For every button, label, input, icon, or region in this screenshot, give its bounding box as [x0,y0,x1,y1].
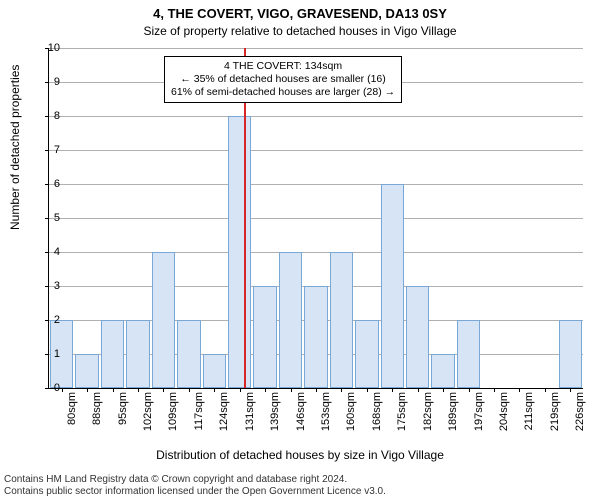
annotation-line-1: 4 THE COVERT: 134sqm [171,60,395,73]
grid-line [49,252,583,253]
plot-area: 80sqm88sqm95sqm102sqm109sqm117sqm124sqm1… [48,48,583,389]
x-tick-mark [443,388,444,392]
y-tick-label: 7 [40,144,60,156]
x-tick-label: 219sqm [549,392,561,452]
x-tick-mark [367,388,368,392]
y-tick-label: 0 [40,382,60,394]
x-tick-label: 175sqm [396,392,408,452]
y-tick-label: 10 [40,42,60,54]
bar [381,184,404,388]
x-tick-mark [494,388,495,392]
x-tick-mark [189,388,190,392]
bar [559,320,582,388]
x-tick-mark [62,388,63,392]
x-tick-mark [138,388,139,392]
x-tick-label: 88sqm [91,392,103,452]
annotation-line-2: ← 35% of detached houses are smaller (16… [171,73,395,86]
x-tick-label: 211sqm [523,392,535,452]
footer: Contains HM Land Registry data © Crown c… [4,474,386,498]
bar [279,252,302,388]
y-tick-label: 5 [40,212,60,224]
bar [101,320,124,388]
x-tick-mark [87,388,88,392]
x-tick-label: 226sqm [574,392,586,452]
x-tick-label: 109sqm [167,392,179,452]
x-tick-mark [418,388,419,392]
x-tick-label: 95sqm [117,392,129,452]
x-tick-mark [291,388,292,392]
bar [304,286,327,388]
x-tick-mark [469,388,470,392]
x-tick-mark [113,388,114,392]
x-tick-mark [392,388,393,392]
footer-line-1: Contains HM Land Registry data © Crown c… [4,474,386,486]
bar [457,320,480,388]
x-tick-label: 153sqm [320,392,332,452]
bar [253,286,276,388]
bar [406,286,429,388]
chart-container: 4, THE COVERT, VIGO, GRAVESEND, DA13 0SY… [0,0,600,500]
chart-title: 4, THE COVERT, VIGO, GRAVESEND, DA13 0SY [0,6,600,21]
bar [228,116,251,388]
bar [355,320,378,388]
x-tick-mark [519,388,520,392]
grid-line [49,150,583,151]
grid-line [49,48,583,49]
y-tick-label: 8 [40,110,60,122]
x-tick-mark [265,388,266,392]
footer-line-2: Contains public sector information licen… [4,486,386,498]
bar [75,354,98,388]
bar [203,354,226,388]
x-tick-label: 102sqm [142,392,154,452]
x-tick-mark [570,388,571,392]
y-tick-label: 2 [40,314,60,326]
bar [152,252,175,388]
grid-line [49,218,583,219]
x-tick-mark [163,388,164,392]
grid-line [49,184,583,185]
x-tick-label: 197sqm [473,392,485,452]
chart-subtitle: Size of property relative to detached ho… [0,24,600,38]
grid-line [49,116,583,117]
x-tick-mark [341,388,342,392]
x-tick-mark [214,388,215,392]
x-tick-mark [240,388,241,392]
y-axis-label: Number of detached properties [8,65,22,230]
y-tick-label: 3 [40,280,60,292]
x-tick-label: 189sqm [447,392,459,452]
bar [431,354,454,388]
x-tick-mark [545,388,546,392]
bar [126,320,149,388]
y-tick-label: 4 [40,246,60,258]
x-tick-label: 146sqm [295,392,307,452]
y-tick-label: 6 [40,178,60,190]
y-tick-label: 9 [40,76,60,88]
x-tick-label: 182sqm [422,392,434,452]
x-tick-label: 168sqm [371,392,383,452]
annotation-box: 4 THE COVERT: 134sqm ← 35% of detached h… [164,56,402,103]
x-tick-label: 131sqm [244,392,256,452]
y-tick-label: 1 [40,348,60,360]
x-tick-label: 139sqm [269,392,281,452]
x-tick-label: 124sqm [218,392,230,452]
x-axis-label: Distribution of detached houses by size … [0,448,600,462]
x-tick-label: 204sqm [498,392,510,452]
bar [177,320,200,388]
x-tick-mark [316,388,317,392]
x-tick-label: 117sqm [193,392,205,452]
x-tick-label: 80sqm [66,392,78,452]
bar [330,252,353,388]
x-tick-label: 160sqm [345,392,357,452]
annotation-line-3: 61% of semi-detached houses are larger (… [171,86,395,99]
